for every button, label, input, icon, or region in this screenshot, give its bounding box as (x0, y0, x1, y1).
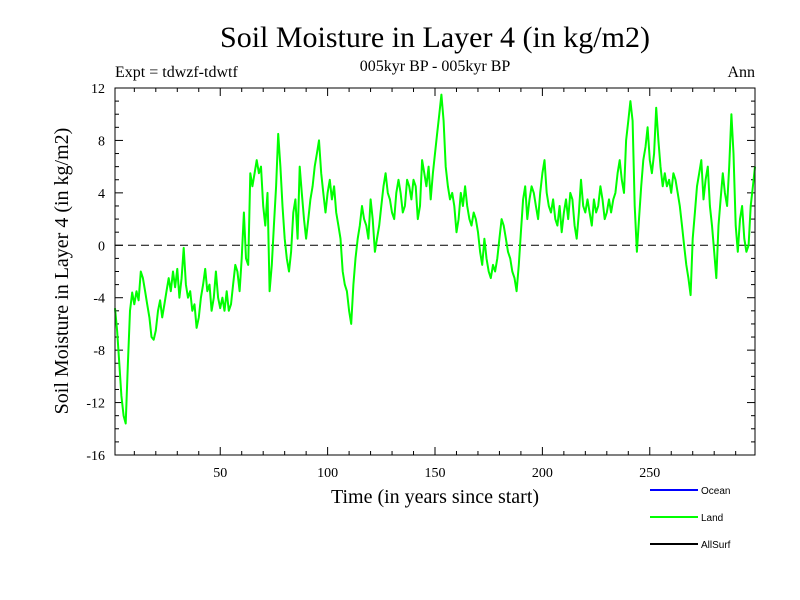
y-tick-label: 8 (98, 134, 105, 149)
x-tick-label: 200 (532, 466, 553, 481)
experiment-label: Expt = tdwzf-tdwtf (115, 64, 238, 81)
y-tick-label: 12 (91, 82, 105, 97)
y-tick-label: -4 (93, 292, 105, 307)
y-tick-label: -12 (86, 397, 105, 412)
legend-label-allsurf: AllSurf (701, 540, 731, 551)
legend-label-land: Land (701, 513, 723, 524)
x-axis-label: Time (in years since start) (331, 486, 539, 508)
x-tick-label: 100 (317, 466, 338, 481)
legend-label-ocean: Ocean (701, 486, 730, 497)
x-tick-label: 250 (639, 466, 660, 481)
chart-subtitle: 005kyr BP - 005kyr BP (360, 58, 511, 75)
series-line-land (114, 93, 756, 425)
plot-frame (114, 87, 756, 456)
y-tick-label: 0 (98, 239, 105, 254)
x-tick-label: 50 (213, 466, 227, 481)
season-label: Ann (727, 64, 755, 81)
y-tick-label: -16 (86, 449, 105, 464)
y-tick-label: -8 (93, 344, 105, 359)
y-axis-label: Soil Moisture in Layer 4 (in kg/m2) (51, 128, 73, 415)
x-tick-label: 150 (425, 466, 446, 481)
chart-title: Soil Moisture in Layer 4 (in kg/m2) (220, 21, 650, 54)
y-tick-label: 4 (98, 187, 105, 202)
